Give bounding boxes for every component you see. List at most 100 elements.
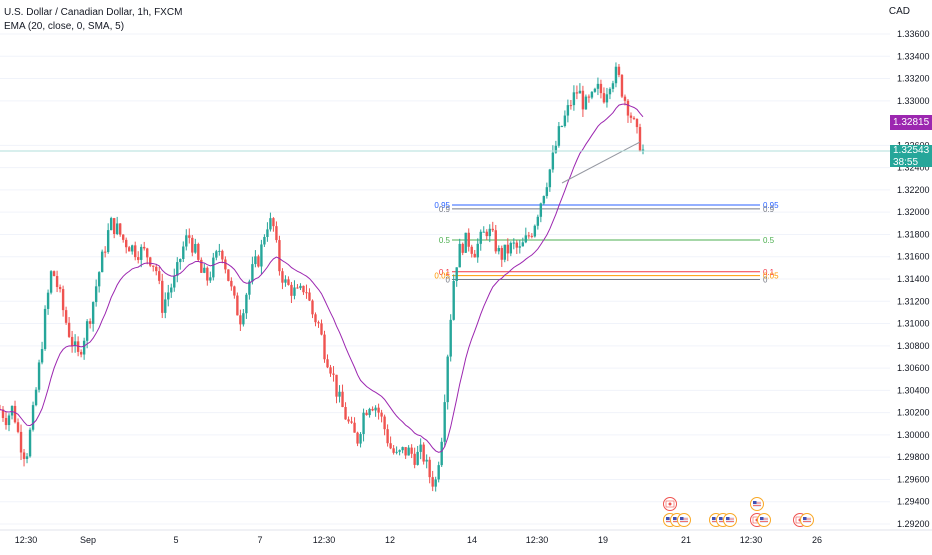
candle-body — [73, 341, 77, 347]
candle-body — [410, 447, 413, 454]
candle-body — [422, 444, 425, 462]
candle-body — [158, 271, 161, 281]
candle-body — [470, 246, 473, 254]
candle-body — [31, 405, 35, 430]
candle-body — [290, 284, 293, 296]
candle-body — [446, 356, 449, 403]
candle-body — [605, 94, 609, 103]
candle-body — [161, 280, 164, 313]
time-tick-label: 12 — [385, 535, 395, 545]
candle-body — [269, 218, 272, 230]
candle-body — [140, 246, 143, 260]
candle-body — [124, 239, 128, 248]
time-tick-label: 12:30 — [15, 535, 38, 545]
flag-us-icon[interactable] — [757, 513, 771, 527]
candle-body — [500, 248, 503, 260]
symbol-title[interactable]: U.S. Dollar / Canadian Dollar, 1h, FXCM — [4, 7, 183, 18]
candle-body — [554, 145, 558, 153]
candle-body — [416, 451, 419, 465]
price-tick-label: 1.33600 — [897, 29, 930, 39]
indicator-title[interactable]: EMA (20, close, 0, SMA, 5) — [4, 21, 125, 32]
flag-us-icon[interactable] — [800, 513, 814, 527]
candle-body — [569, 105, 573, 107]
fib-level-label-right: 0 — [763, 276, 768, 285]
candle-body — [260, 244, 263, 267]
candle-body — [305, 292, 308, 294]
price-tick-label: 1.30800 — [897, 341, 930, 351]
candle-body — [43, 308, 47, 350]
candle-body — [572, 92, 576, 106]
time-axis[interactable]: 12:30 Sep 5 7 12:30 12 14 12:30 19 21 12:30 26 — [0, 529, 932, 545]
candle-body — [76, 341, 80, 352]
candle-body — [341, 391, 344, 408]
candle-body — [245, 294, 248, 314]
candle-body — [34, 389, 38, 406]
fib-level-label-left: 0.95 — [434, 201, 450, 210]
candle-body — [55, 276, 59, 288]
currency-label[interactable]: CAD — [888, 6, 910, 17]
candle-body — [272, 218, 275, 227]
candle-body — [374, 407, 377, 411]
candle-body — [293, 287, 296, 296]
candle-body — [317, 322, 320, 324]
candle-body — [296, 287, 299, 289]
candle-body — [4, 417, 8, 426]
candle-body — [566, 105, 570, 116]
last-price-tag: 1.32543 38:55 — [890, 145, 932, 168]
candle-body — [106, 230, 110, 252]
candle-body — [509, 242, 512, 254]
candle-body — [443, 402, 446, 442]
candle-body — [302, 285, 305, 293]
candle-body — [164, 299, 167, 313]
candle-body — [389, 443, 392, 449]
candle-body — [91, 302, 95, 324]
fib-level-label-left: 0.1 — [439, 268, 451, 277]
candle-body — [407, 447, 410, 456]
candle-body — [365, 412, 368, 416]
time-tick-label: 21 — [681, 535, 691, 545]
trend-line[interactable] — [561, 141, 641, 184]
price-axis[interactable]: 1.336001.334001.332001.330001.326001.324… — [897, 29, 930, 529]
candle-body — [134, 245, 137, 258]
candle-body — [392, 448, 395, 453]
price-tick-label: 1.30400 — [897, 385, 930, 395]
candle-body — [551, 152, 555, 170]
candle-body — [287, 279, 290, 285]
candle-body — [608, 88, 612, 95]
flag-us-icon[interactable] — [723, 513, 737, 527]
candle-body — [299, 285, 302, 289]
price-tick-label: 1.29800 — [897, 452, 930, 462]
flag-us-icon[interactable] — [750, 497, 764, 511]
candle-body — [239, 315, 242, 325]
countdown-timer: 38:55 — [893, 157, 919, 168]
candle-body — [413, 453, 416, 465]
flag-us-icon[interactable] — [677, 513, 691, 527]
candle-body — [137, 257, 140, 260]
flag-ca-icon[interactable] — [663, 497, 677, 511]
fib-level-label-right: 0.5 — [763, 236, 775, 245]
candle-body — [16, 422, 20, 432]
candle-body — [320, 323, 323, 335]
economic-events[interactable] — [663, 497, 814, 527]
candle-body — [176, 262, 179, 276]
price-tick-label: 1.30200 — [897, 408, 930, 418]
candle-body — [599, 83, 603, 94]
ema-price-tag: 1.32815 — [890, 115, 932, 130]
candle-body — [49, 271, 53, 293]
fib-retracement[interactable]: 0.95 0.950.9 0.90.5 0.50.1 0.10.05 0.050 0 — [434, 201, 779, 285]
candle-body — [626, 100, 630, 116]
candle-body — [455, 267, 458, 282]
candle-body — [46, 292, 50, 309]
candle-body — [191, 237, 194, 253]
candle-body — [521, 242, 525, 247]
candle-body — [266, 229, 269, 237]
candle-body — [13, 405, 17, 423]
candle-body — [464, 232, 467, 253]
candle-body — [28, 429, 32, 457]
candle-body — [221, 250, 224, 260]
candle-body — [545, 187, 549, 197]
price-tick-label: 1.33200 — [897, 74, 930, 84]
candle-body — [590, 91, 594, 98]
